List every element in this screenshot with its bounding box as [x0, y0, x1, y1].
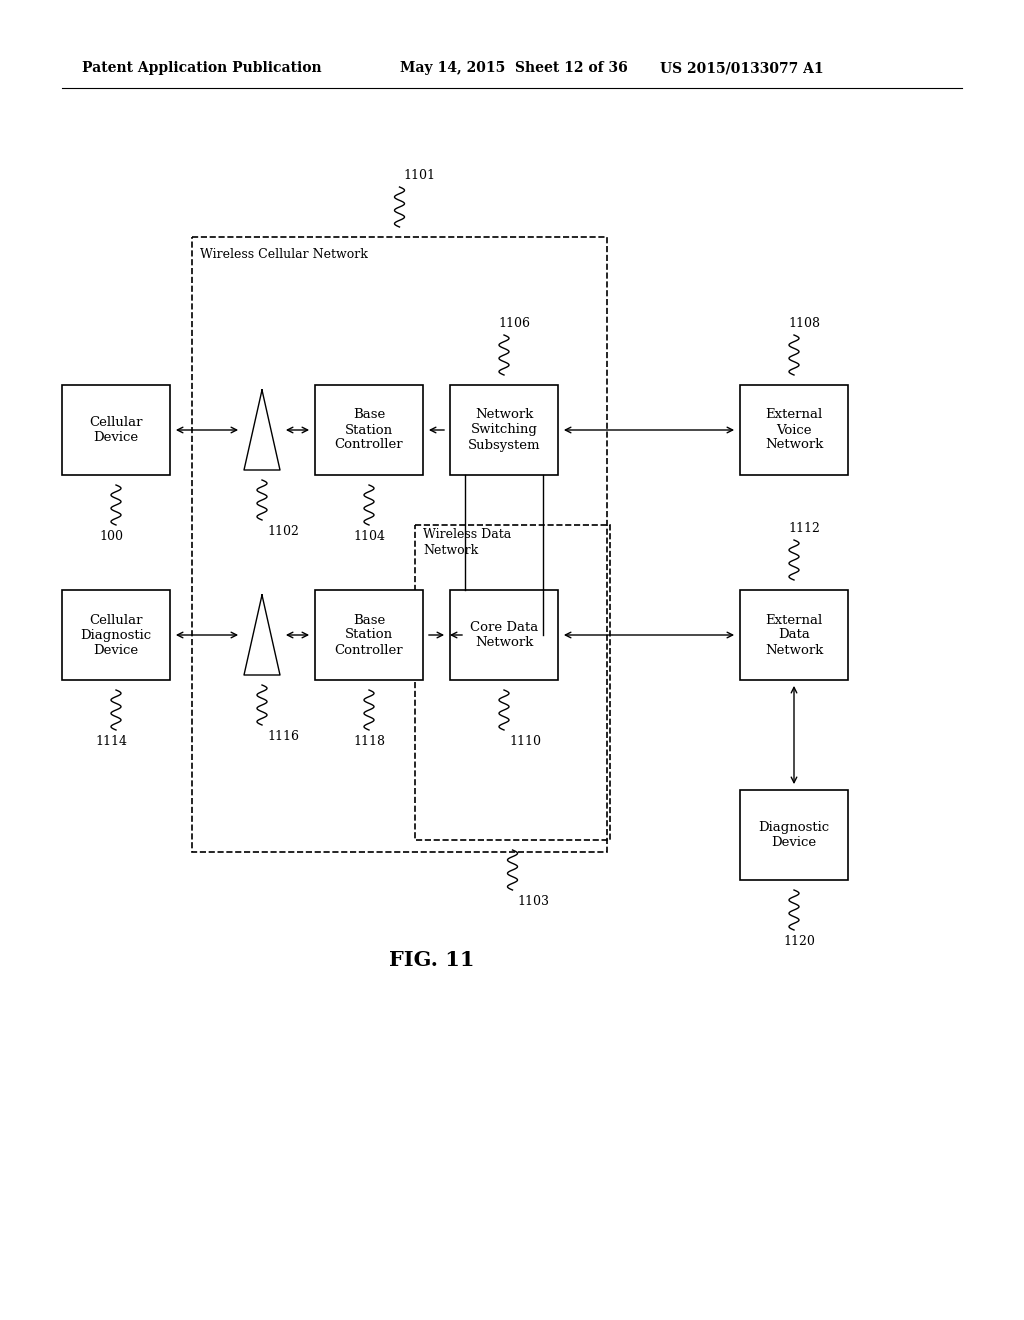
Text: Cellular
Device: Cellular Device: [89, 416, 142, 444]
Bar: [740, 385, 848, 475]
Text: 1108: 1108: [788, 317, 820, 330]
Text: Cellular
Diagnostic
Device: Cellular Diagnostic Device: [81, 614, 152, 656]
Text: 1114: 1114: [95, 735, 127, 748]
Text: May 14, 2015  Sheet 12 of 36: May 14, 2015 Sheet 12 of 36: [400, 61, 628, 75]
Bar: [450, 590, 558, 680]
Polygon shape: [244, 389, 280, 470]
Bar: [450, 385, 558, 475]
Text: Network
Switching
Subsystem: Network Switching Subsystem: [468, 408, 541, 451]
Polygon shape: [244, 595, 280, 675]
Bar: [740, 789, 848, 880]
Text: 1102: 1102: [267, 525, 299, 539]
Text: Diagnostic
Device: Diagnostic Device: [759, 821, 829, 849]
Text: 1120: 1120: [783, 935, 815, 948]
Text: Wireless Cellular Network: Wireless Cellular Network: [200, 248, 368, 261]
Bar: [740, 590, 848, 680]
Text: Base
Station
Controller: Base Station Controller: [335, 614, 403, 656]
Text: 1104: 1104: [353, 531, 385, 543]
Text: External
Voice
Network: External Voice Network: [765, 408, 823, 451]
Text: 1112: 1112: [788, 521, 820, 535]
Text: US 2015/0133077 A1: US 2015/0133077 A1: [660, 61, 823, 75]
Text: Patent Application Publication: Patent Application Publication: [82, 61, 322, 75]
Text: 1110: 1110: [509, 735, 541, 748]
Text: 1118: 1118: [353, 735, 385, 748]
Text: 1103: 1103: [517, 895, 550, 908]
Text: 1116: 1116: [267, 730, 299, 743]
Text: Core Data
Network: Core Data Network: [470, 620, 539, 649]
Text: 1101: 1101: [403, 169, 435, 182]
Bar: [62, 590, 170, 680]
Bar: [315, 385, 423, 475]
Bar: [415, 525, 610, 840]
Bar: [193, 238, 607, 851]
Text: 1106: 1106: [498, 317, 530, 330]
Text: 100: 100: [99, 531, 123, 543]
Text: FIG. 11: FIG. 11: [389, 950, 475, 970]
Bar: [315, 590, 423, 680]
Text: External
Data
Network: External Data Network: [765, 614, 823, 656]
Text: Wireless Data
Network: Wireless Data Network: [423, 528, 511, 557]
Bar: [62, 385, 170, 475]
Text: Base
Station
Controller: Base Station Controller: [335, 408, 403, 451]
